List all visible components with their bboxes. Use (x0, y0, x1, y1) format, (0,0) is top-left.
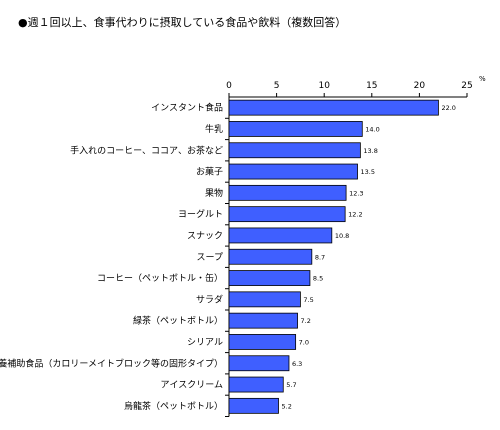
bar (228, 227, 333, 244)
bar-value-label: 5.2 (282, 402, 292, 410)
category-label: シリアル (187, 338, 223, 348)
bars-layer: 22.0 インスタント食品 14.0 牛乳 13.8 手入れのコーヒー、ココア、お茶など 1… (0, 99, 456, 414)
category-label: サラダ (196, 293, 223, 305)
category-label: スナック (187, 230, 223, 241)
bar (228, 376, 284, 393)
category-label: 牛乳 (205, 123, 223, 135)
bar (228, 312, 298, 329)
bar-value-label: 10.8 (335, 232, 349, 240)
x-tick-label: 20 (414, 81, 426, 91)
category-label: アイスクリーム (161, 380, 223, 391)
bar-value-label: 13.5 (361, 168, 375, 176)
bar (228, 355, 290, 372)
bar-value-label: 8.7 (315, 253, 325, 261)
x-tick-label: 10 (318, 81, 330, 91)
unit-label: % (479, 75, 486, 83)
bar-value-label: 7.0 (299, 338, 309, 346)
bar (228, 270, 311, 286)
category-label: インスタント食品 (151, 102, 223, 114)
category-label: スープ (197, 252, 223, 263)
x-tick-label: 15 (366, 81, 377, 91)
bar (228, 397, 279, 414)
category-label: ヨーグルト (178, 208, 223, 220)
bar-value-label: 12.2 (348, 211, 362, 219)
category-label: お菓子 (196, 166, 223, 178)
x-tick-label: 0 (226, 81, 232, 91)
category-label: 緑茶（ペットボトル） (133, 315, 223, 327)
bar (228, 184, 347, 201)
bar (228, 291, 301, 308)
bar-value-label: 7.5 (303, 296, 313, 304)
bar-value-label: 13.8 (363, 147, 377, 155)
bar (228, 142, 361, 159)
bar (228, 99, 439, 116)
bar-value-label: 8.5 (313, 275, 323, 283)
x-tick-label: 5 (274, 81, 280, 91)
bar (228, 121, 363, 137)
bar-value-label: 5.7 (286, 381, 296, 389)
bar (228, 163, 358, 180)
chart-title: ●週１回以上、食事代わりに摂取している食品や飲料（複数回答） (18, 16, 347, 29)
bar (228, 206, 346, 223)
category-label: 栄養補助食品（カロリーメイトブロック等の固形タイプ） (0, 357, 223, 369)
bar-value-label: 12.3 (349, 189, 363, 197)
bar-value-label: 6.3 (292, 360, 302, 368)
category-label: 烏龍茶（ペットボトル） (124, 400, 223, 412)
bar (228, 334, 297, 350)
bar-value-label: 14.0 (365, 125, 379, 133)
bar-value-label: 22.0 (441, 104, 455, 112)
category-label: コーヒー（ペットボトル・缶） (97, 272, 223, 284)
category-label: 果物 (205, 187, 223, 199)
bar (228, 248, 313, 265)
bar-value-label: 7.2 (301, 317, 311, 325)
category-label: 手入れのコーヒー、ココア、お茶など (70, 144, 223, 156)
x-tick-label: 25 (461, 81, 472, 91)
